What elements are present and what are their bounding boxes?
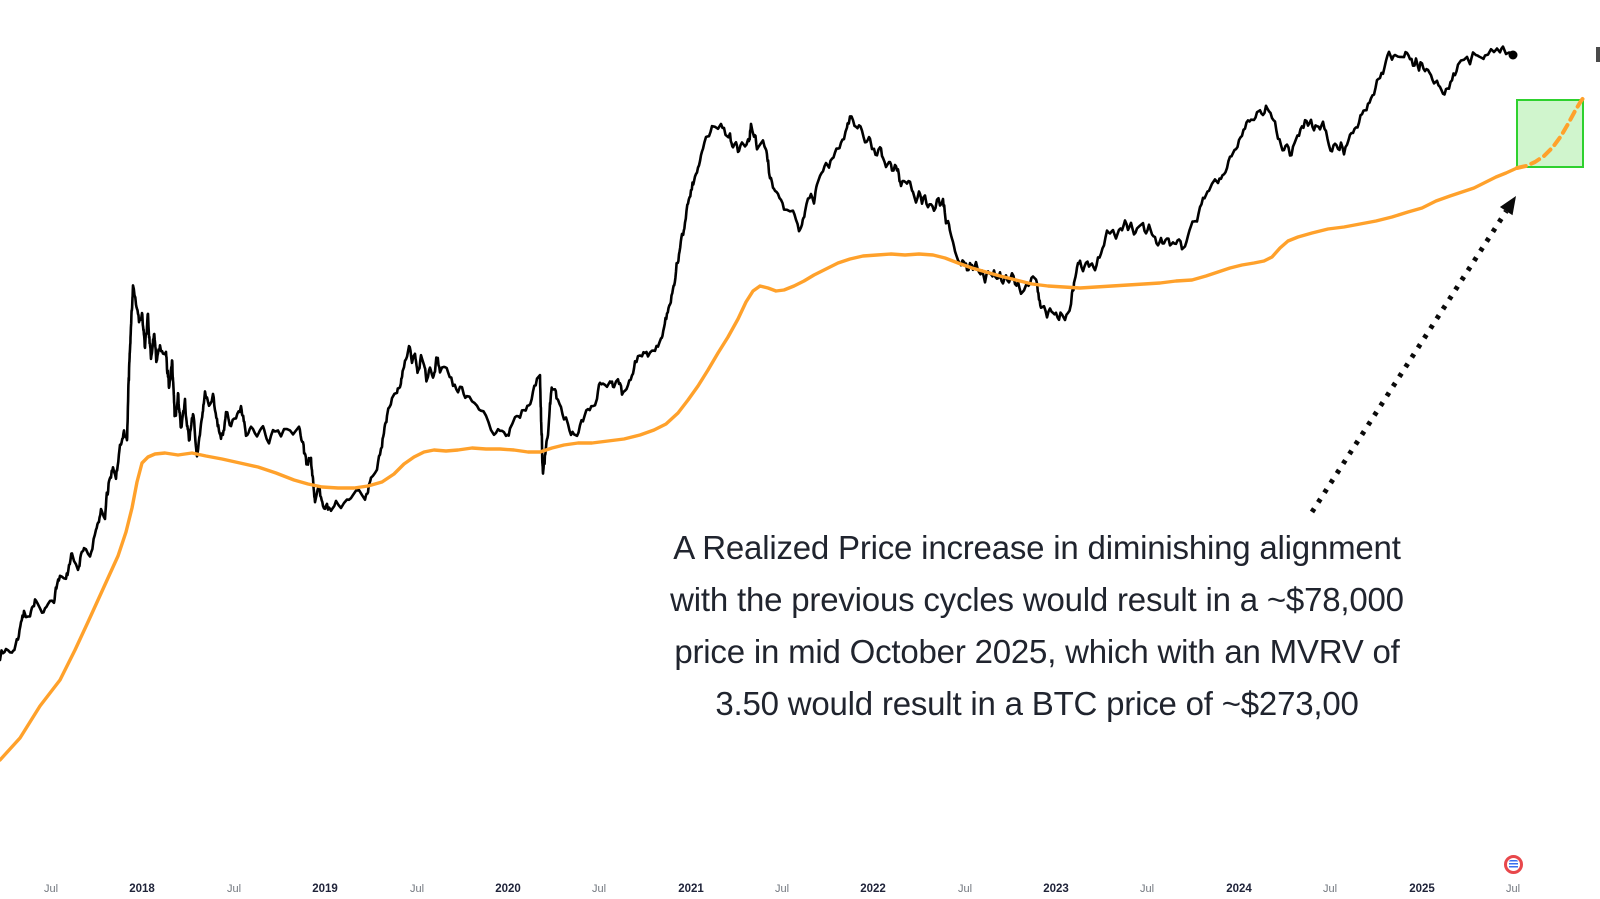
annotation-line-4: 3.50 would result in a BTC price of ~$27… <box>715 685 1359 722</box>
annotation-line-3: price in mid October 2025, which with an… <box>674 633 1400 670</box>
series-realized-price-projection <box>1515 95 1586 170</box>
annotation-line-2: with the previous cycles would result in… <box>670 581 1404 618</box>
chart-bars-icon <box>1509 860 1518 869</box>
annotation-text: A Realized Price increase in diminishing… <box>547 522 1527 730</box>
series-btc-price <box>0 45 1515 662</box>
cropped-edge-element <box>1596 47 1600 62</box>
latest-price-marker <box>1508 50 1518 60</box>
annotation-line-1: A Realized Price increase in diminishing… <box>673 529 1401 566</box>
projection-highlight-box <box>1516 99 1584 168</box>
brand-logo-icon <box>1504 855 1523 874</box>
projection-arrow <box>1309 209 1509 514</box>
series-realized-price <box>0 166 1519 762</box>
arrowhead-icon <box>1499 196 1516 216</box>
